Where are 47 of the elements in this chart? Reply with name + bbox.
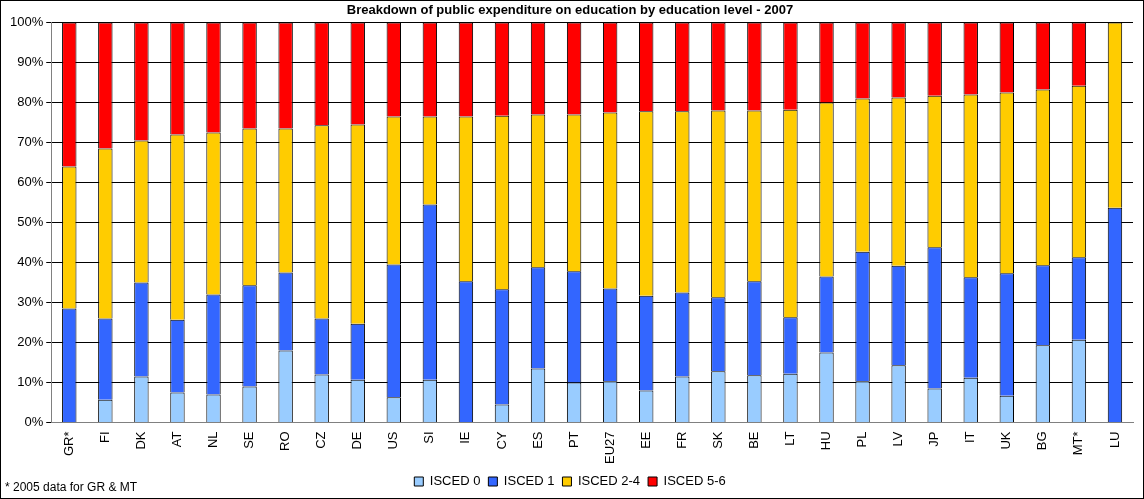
x-tick-label: HU — [818, 431, 834, 451]
x-tick-label: FR — [673, 431, 689, 449]
x-tick-label: IT — [962, 431, 978, 444]
x-tick-label: PL — [854, 431, 870, 448]
x-tick-label: PT — [565, 431, 581, 449]
y-tick-label: 60% — [17, 174, 44, 190]
legend-label: ISCED 0 — [429, 473, 481, 489]
x-tick-label: MT* — [1070, 431, 1086, 456]
x-tick-label: SK — [709, 431, 725, 449]
y-tick-label: 10% — [17, 374, 44, 390]
legend-label: ISCED 5-6 — [663, 473, 726, 489]
x-tick-label: EU27 — [601, 431, 617, 465]
x-tick-label: US — [385, 431, 401, 450]
chart-title: Breakdown of public expenditure on education by education level - 2007 — [346, 2, 794, 18]
x-tick-label: CY — [493, 431, 509, 450]
y-tick-label: 40% — [17, 254, 44, 270]
x-tick-label: BG — [1034, 431, 1050, 451]
x-tick-label: ES — [529, 431, 545, 449]
x-tick-label: UK — [998, 431, 1014, 450]
x-tick-label: EE — [637, 431, 653, 449]
y-tick-label: 0% — [24, 414, 44, 430]
x-tick-label: FI — [96, 431, 112, 444]
y-tick-label: 100% — [10, 14, 44, 30]
y-tick-label: 20% — [17, 334, 44, 350]
x-tick-label: SE — [241, 431, 257, 449]
x-tick-label: CZ — [313, 431, 329, 449]
x-tick-label: AT — [169, 431, 185, 448]
x-tick-label: RO — [277, 431, 293, 451]
text: * 2005 data for GR & MT — [5, 480, 138, 495]
y-tick-label: 70% — [17, 134, 44, 150]
y-tick-label: 30% — [17, 294, 44, 310]
x-tick-label: JP — [926, 431, 942, 447]
x-tick-label: LU — [1106, 431, 1122, 449]
x-tick-label: DE — [349, 431, 365, 450]
x-tick-label: LT — [782, 431, 798, 446]
legend-label: ISCED 2-4 — [577, 473, 641, 489]
x-tick-label: BE — [745, 431, 761, 449]
x-tick-label: DK — [132, 431, 148, 450]
x-tick-label: LV — [890, 431, 906, 447]
x-tick-label: GR* — [60, 431, 76, 457]
y-tick-label: 50% — [17, 214, 44, 230]
x-tick-label: NL — [205, 431, 221, 449]
y-tick-label: 90% — [17, 54, 44, 70]
x-tick-label: IE — [457, 431, 473, 444]
x-tick-label: SI — [421, 431, 437, 444]
y-tick-label: 80% — [17, 94, 44, 110]
legend-label: ISCED 1 — [503, 473, 555, 489]
